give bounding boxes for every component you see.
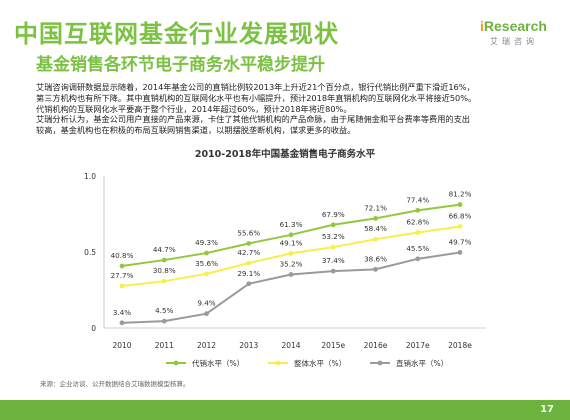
data-point [204, 311, 209, 317]
x-tick-label: 2014 [281, 341, 300, 350]
data-point [119, 263, 125, 269]
data-point [373, 236, 378, 242]
page-subtitle: 基金销售各环节电子商务水平稳步提升 [36, 55, 325, 75]
source-note: 来源：企业访谈、公开数据结合艾瑞数据模型核算。 [40, 380, 190, 388]
x-tick-label: 2016e [364, 341, 388, 350]
data-label: 37.4% [322, 256, 345, 265]
x-tick-label: 2011 [155, 341, 174, 350]
page-number: 17 [540, 404, 554, 415]
iresearch-logo: iResearch 艾瑞咨询 [480, 18, 560, 52]
data-point [119, 320, 125, 326]
analysis-line: 艾瑞咨询调研数据显示随着，2014年基金公司的直销比例较2013年上升近21个百… [36, 82, 475, 92]
data-point [288, 232, 294, 238]
data-point [288, 250, 294, 256]
analysis-line: 代销机构的互联网化水平要高于整个行业，2014年超过60%，预计2018年将近8… [36, 103, 352, 114]
data-label: 49.7% [449, 237, 472, 246]
x-tick-label: 2017e [406, 341, 430, 350]
data-point [457, 250, 463, 255]
data-point [415, 207, 421, 213]
data-point [330, 244, 336, 250]
data-point [457, 202, 463, 207]
y-tick-label: 1.0 [84, 172, 96, 181]
data-label: 35.6% [195, 259, 218, 268]
x-tick-label: 2013 [239, 341, 258, 350]
data-label: 55.6% [237, 228, 260, 237]
x-tick-label: 2010 [112, 341, 131, 350]
y-tick-label: 0.5 [84, 248, 96, 257]
analysis-line: 艾瑞分析认为，基金公司用户直接的产品来源，卡住了其他代销机构的产品命脉，由于尾随… [36, 114, 470, 125]
data-point [204, 271, 209, 277]
data-point [161, 318, 167, 324]
data-label: 58.4% [364, 224, 387, 233]
data-point [161, 257, 167, 263]
logo-research: Research [483, 18, 547, 34]
legend-label: 直销水平（%） [396, 358, 448, 368]
analysis-line: 第三方机构也有所下降。其中直销机构的互联网化水平也有小幅提升，预计2018年直销… [36, 92, 477, 103]
legend-label: 代销水平（%） [192, 358, 244, 368]
logo-wordmark: iResearch [480, 18, 547, 34]
data-point [330, 222, 336, 228]
footer-bar [0, 400, 570, 420]
data-point [288, 272, 294, 277]
data-point [204, 250, 209, 256]
data-label: 30.8% [153, 266, 176, 275]
x-tick-label: 2015e [321, 341, 345, 350]
data-point [246, 260, 252, 266]
analysis-line: 较高，基金机构也在积极的布局互联网销售渠道，以期摆脱垄断机构，谋求更多的收益。 [36, 125, 356, 136]
data-label: 42.7% [237, 248, 260, 257]
line-chart: 0 0.5 1.0 2010 2011 2012 2013 2014 2015e 2016e 201… [84, 172, 486, 368]
data-label: 61.3% [280, 220, 303, 229]
analysis-paragraph: 艾瑞咨询调研数据显示随着，2014年基金公司的直销比例较2013年上升近21个百… [36, 82, 536, 136]
legend-marker [275, 360, 281, 366]
data-point [415, 230, 421, 235]
legend-marker [173, 360, 179, 366]
logo-chinese-name: 艾瑞咨询 [490, 37, 538, 46]
data-label: 38.6% [364, 254, 387, 263]
legend-label: 整体水平（%） [294, 358, 346, 368]
legend-marker [377, 360, 383, 366]
data-label: 4.5% [155, 306, 173, 315]
y-tick-label: 0 [91, 324, 96, 333]
data-point [415, 256, 421, 262]
data-label: 53.2% [322, 232, 345, 241]
data-point [119, 283, 125, 289]
data-label: 49.1% [280, 238, 303, 247]
logo-i: i [480, 18, 484, 34]
data-label: 3.4% [113, 308, 131, 317]
data-label: 81.2% [449, 190, 472, 199]
data-point [457, 224, 463, 229]
chart-title: 2010-2018年中国基金销售电子商务水平 [194, 149, 376, 160]
data-point [373, 216, 378, 221]
data-point [246, 241, 252, 246]
data-point [246, 281, 252, 287]
data-point [373, 266, 378, 272]
data-point [330, 268, 336, 274]
data-label: 35.2% [280, 259, 303, 268]
page-title: 中国互联网基金行业发展现状 [14, 20, 339, 48]
data-label: 9.4% [197, 299, 215, 308]
data-label: 44.7% [153, 245, 176, 254]
data-label: 27.7% [111, 271, 134, 280]
data-label: 66.8% [449, 211, 472, 220]
data-label: 45.5% [406, 244, 429, 253]
data-point [161, 278, 167, 284]
x-tick-label: 2012 [197, 341, 216, 350]
data-label: 77.4% [406, 195, 429, 204]
data-label: 49.3% [195, 238, 218, 247]
data-label: 40.8% [111, 251, 134, 260]
x-tick-label: 2018e [448, 341, 472, 350]
data-label: 67.9% [322, 210, 345, 219]
data-label: 72.1% [364, 203, 387, 212]
data-label: 29.1% [237, 269, 260, 278]
data-label: 62.8% [406, 218, 429, 227]
